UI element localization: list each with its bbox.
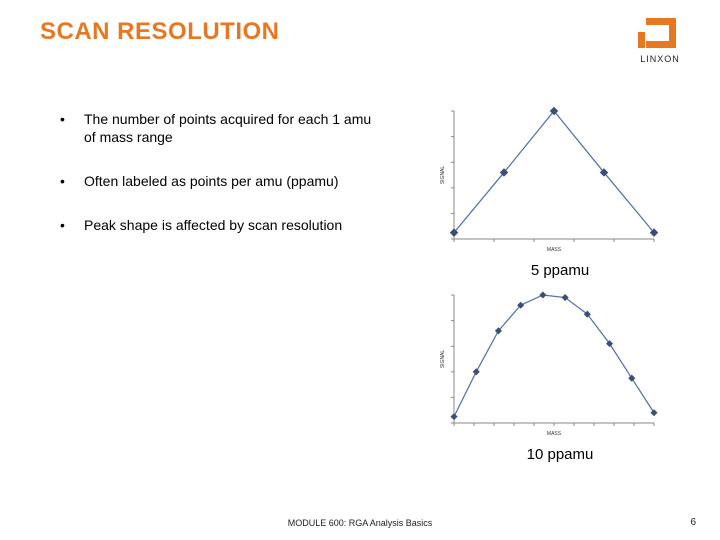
footer-text: MODULE 600: RGA Analysis Basics <box>0 518 720 528</box>
svg-text:LINXON: LINXON <box>640 54 680 64</box>
bullet-text: Often labeled as points per amu (ppamu) <box>84 172 338 190</box>
bullet-text: Peak shape is affected by scan resolutio… <box>84 216 342 234</box>
chart-caption: 10 ppamu <box>430 446 690 463</box>
bullet-text: The number of points acquired for each 1… <box>84 110 380 146</box>
page-number: 6 <box>690 517 696 528</box>
svg-text:SIGNAL: SIGNAL <box>440 166 446 185</box>
logo-icon: LINXON <box>632 18 688 66</box>
slide: SCAN RESOLUTION LINXON • The number of p… <box>0 0 720 540</box>
list-item: • The number of points acquired for each… <box>60 110 380 146</box>
line-chart: SIGNAL MASS <box>430 289 660 439</box>
line-chart: SIGNAL MASS <box>430 105 660 255</box>
chart-5ppamu: SIGNAL MASS 5 ppamu <box>430 105 690 279</box>
page-title: SCAN RESOLUTION <box>40 18 280 46</box>
bullet-list: • The number of points acquired for each… <box>60 110 380 260</box>
list-item: • Peak shape is affected by scan resolut… <box>60 216 380 234</box>
brand-logo: LINXON <box>632 18 688 71</box>
chart-10ppamu: SIGNAL MASS 10 ppamu <box>430 289 690 463</box>
bullet-marker: • <box>60 110 66 128</box>
chart-caption: 5 ppamu <box>430 262 690 279</box>
charts-column: SIGNAL MASS 5 ppamu SIGNAL MASS 10 ppamu <box>430 105 690 473</box>
svg-text:MASS: MASS <box>547 247 562 253</box>
list-item: • Often labeled as points per amu (ppamu… <box>60 172 380 190</box>
bullet-marker: • <box>60 172 66 190</box>
bullet-marker: • <box>60 216 66 234</box>
svg-text:SIGNAL: SIGNAL <box>440 350 446 369</box>
svg-text:MASS: MASS <box>547 431 562 437</box>
